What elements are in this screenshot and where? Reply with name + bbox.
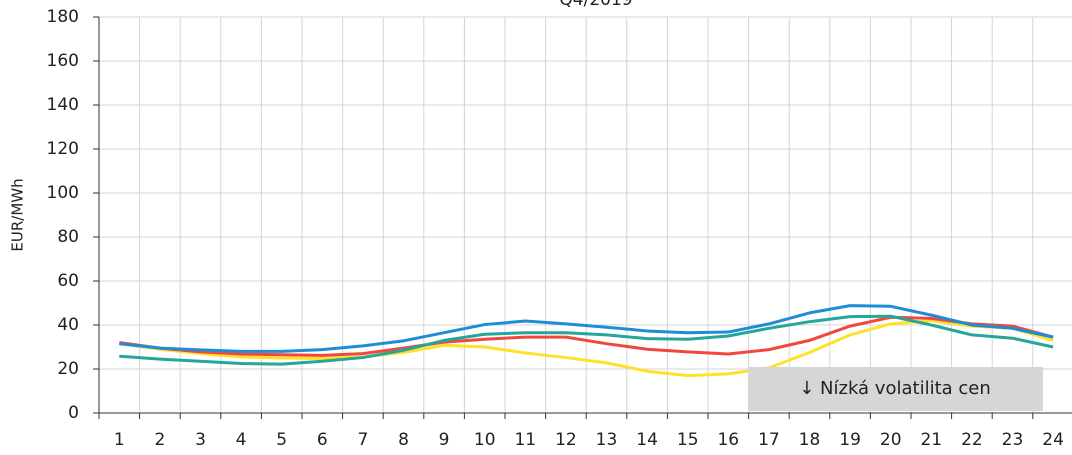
x-tick-label: 18 [799,430,821,450]
y-tick-label: 80 [57,227,79,247]
x-tick-label: 2 [154,430,165,450]
x-tick-label: 3 [195,430,206,450]
annotation-box [748,367,1043,411]
y-tick-label: 140 [47,95,79,115]
x-tick-label: 24 [1042,430,1064,450]
x-tick-label: 21 [920,430,942,450]
y-tick-label: 40 [57,315,79,335]
x-tick-label: 22 [961,430,983,450]
x-tick-label: 13 [596,430,618,450]
x-tick-label: 7 [357,430,368,450]
x-tick-label: 20 [880,430,902,450]
x-tick-label: 23 [1002,430,1024,450]
line-series [119,314,1054,366]
x-tick-label: 4 [236,430,247,450]
y-tick-label: 160 [47,51,79,71]
x-tick-label: 12 [555,430,577,450]
line-series [119,304,1054,353]
x-tick-label: 9 [439,430,450,450]
y-tick-label: 0 [68,403,79,423]
x-tick-label: 15 [677,430,699,450]
x-tick-label: 16 [717,430,739,450]
x-tick-label: 11 [514,430,536,450]
y-tick-label: 20 [57,359,79,379]
x-tick-label: 17 [758,430,780,450]
x-tick-label: 14 [636,430,658,450]
x-tick-label: 1 [114,430,125,450]
x-tick-label: 10 [474,430,496,450]
y-tick-label: 120 [47,139,79,159]
x-tick-label: 6 [317,430,328,450]
x-tick-label: 19 [839,430,861,450]
y-tick-label: 180 [47,7,79,27]
y-tick-label: 60 [57,271,79,291]
y-axis-label: EUR/MWh [9,178,27,251]
x-tick-label: 8 [398,430,409,450]
x-tick-label: 5 [276,430,287,450]
annotation: ↓ Nízká volatilita cen [799,378,991,399]
line-series [119,319,1054,378]
chart-title: Q4/2019 [559,0,632,10]
y-tick-label: 100 [47,183,79,203]
